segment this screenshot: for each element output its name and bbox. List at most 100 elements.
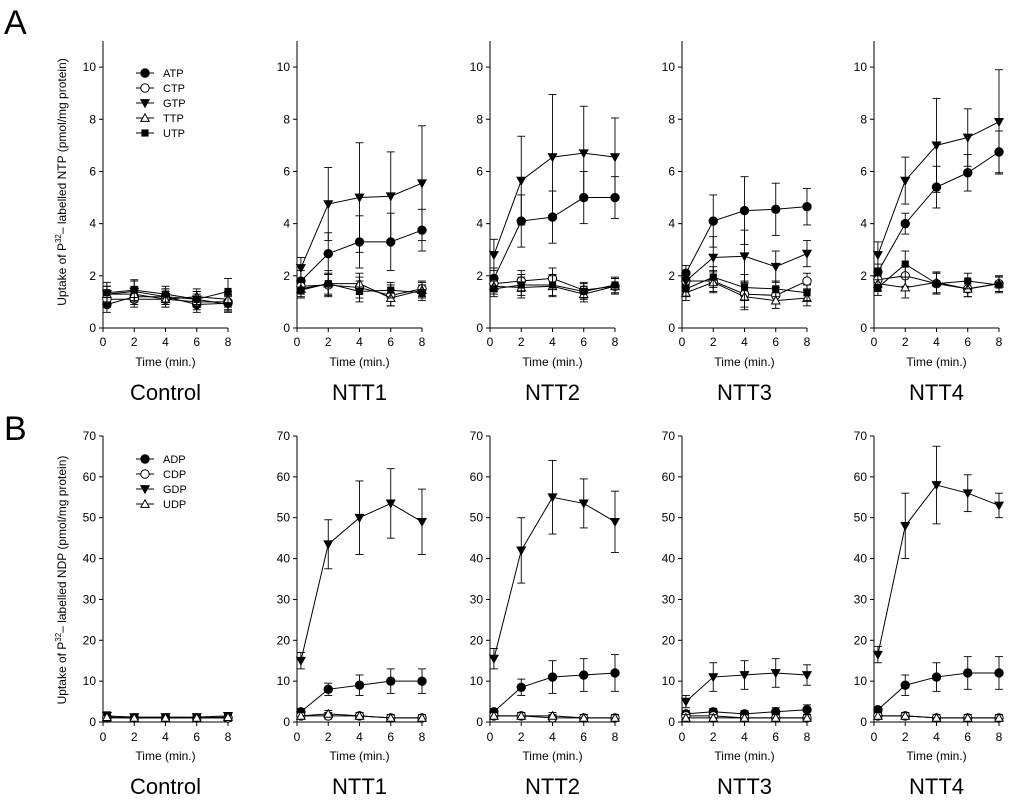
y-tick-label: 70 bbox=[470, 429, 484, 443]
data-point bbox=[354, 193, 365, 203]
data-point bbox=[708, 712, 719, 722]
x-tick-label: 2 bbox=[131, 335, 138, 349]
legend-marker bbox=[139, 498, 151, 508]
series-udp bbox=[101, 711, 234, 722]
data-point bbox=[222, 711, 234, 721]
legend-marker bbox=[140, 469, 150, 479]
series-line bbox=[493, 496, 616, 659]
data-point bbox=[323, 248, 333, 259]
x-tick-label: 4 bbox=[549, 730, 556, 744]
data-point bbox=[354, 680, 365, 690]
data-point bbox=[547, 153, 558, 163]
y-tick-label: 0 bbox=[860, 321, 867, 335]
data-point bbox=[739, 671, 750, 681]
data-point bbox=[417, 676, 427, 686]
y-tick-label: 40 bbox=[470, 552, 484, 566]
panel-a-ntt1: 0 2 4 6 8 10 0 2 4 6 8 Time (min.) NTT1 bbox=[277, 41, 428, 405]
x-axis-title: Time (min.) bbox=[906, 355, 966, 369]
x-tick-label: 8 bbox=[612, 335, 619, 349]
y-tick-label: 40 bbox=[277, 552, 291, 566]
x-tick-label: 2 bbox=[518, 730, 525, 744]
panel-title: NTT2 bbox=[525, 774, 580, 799]
series-line bbox=[493, 197, 615, 279]
data-point bbox=[802, 276, 812, 286]
y-tick-label: 10 bbox=[662, 60, 676, 74]
y-tick-label: 2 bbox=[283, 269, 290, 283]
data-point bbox=[580, 287, 588, 296]
panel-title: NTT3 bbox=[717, 380, 772, 405]
x-tick-label: 6 bbox=[387, 335, 394, 349]
data-point bbox=[772, 285, 780, 293]
y-tick-label: 4 bbox=[283, 217, 290, 231]
y-tick-label: 0 bbox=[476, 321, 483, 335]
data-point bbox=[355, 287, 364, 296]
x-tick-label: 0 bbox=[294, 335, 301, 349]
y-tick-label: 6 bbox=[668, 164, 675, 178]
data-point bbox=[770, 669, 781, 679]
data-point bbox=[963, 668, 973, 678]
legend-marker bbox=[140, 454, 150, 464]
y-tick-label: 50 bbox=[662, 511, 676, 525]
series-utp bbox=[296, 270, 426, 303]
y-tick-label: 20 bbox=[470, 633, 484, 647]
series-udp bbox=[872, 710, 1005, 722]
y-tick-label: 2 bbox=[668, 269, 675, 283]
x-tick-label: 0 bbox=[487, 730, 494, 744]
panel-title: NTT4 bbox=[909, 380, 964, 405]
data-point bbox=[516, 546, 527, 556]
data-point bbox=[547, 493, 558, 503]
y-tick-label: 10 bbox=[470, 674, 484, 688]
panel-b-ntt3: 0 10 20 30 40 50 60 70 0 2 4 6 8 Time (min.) NTT3 bbox=[662, 429, 813, 799]
data-point bbox=[963, 168, 973, 178]
data-point bbox=[295, 656, 306, 666]
data-point bbox=[130, 286, 138, 294]
series-atp bbox=[873, 130, 1004, 281]
data-point bbox=[161, 290, 170, 298]
data-point bbox=[993, 712, 1005, 722]
data-point bbox=[416, 712, 428, 722]
panel-title: Control bbox=[130, 380, 201, 405]
data-point bbox=[872, 251, 883, 261]
data-point bbox=[103, 289, 111, 297]
x-tick-label: 0 bbox=[100, 730, 107, 744]
y-tick-label: 8 bbox=[283, 112, 290, 126]
data-point bbox=[324, 280, 332, 288]
panel-a-ntt2: 0 2 4 6 8 10 0 2 4 6 8 Time (min.) NTT2 bbox=[470, 41, 621, 405]
y-tick-label: 10 bbox=[83, 60, 97, 74]
y-tick-label: 8 bbox=[89, 112, 96, 126]
data-point bbox=[385, 192, 396, 202]
data-point bbox=[708, 216, 718, 226]
data-point bbox=[803, 289, 811, 297]
data-point bbox=[354, 513, 365, 523]
data-point bbox=[323, 540, 334, 550]
data-point bbox=[900, 218, 910, 229]
data-point bbox=[770, 295, 781, 305]
x-tick-label: 8 bbox=[804, 730, 811, 744]
series-udp bbox=[488, 710, 621, 722]
data-point bbox=[802, 705, 812, 715]
x-tick-label: 0 bbox=[679, 730, 686, 744]
legend-label: ADP bbox=[163, 454, 186, 466]
x-tick-label: 8 bbox=[612, 730, 619, 744]
panel-b-control: 0 10 20 30 40 50 60 70 0 2 4 6 8 Time (min.) Control AD… bbox=[83, 429, 234, 799]
y-tick-label: 10 bbox=[277, 60, 291, 74]
data-point bbox=[610, 668, 620, 678]
panel-title: NTT4 bbox=[909, 774, 964, 799]
data-point bbox=[490, 285, 498, 293]
x-tick-label: 4 bbox=[356, 730, 363, 744]
y-tick-label: 8 bbox=[476, 112, 483, 126]
series-adp bbox=[489, 654, 620, 717]
y-tick-label: 4 bbox=[89, 217, 96, 231]
x-tick-label: 4 bbox=[933, 335, 940, 349]
data-point bbox=[323, 200, 334, 210]
data-point bbox=[297, 286, 305, 294]
data-point bbox=[516, 710, 527, 720]
data-point bbox=[739, 205, 750, 216]
data-point bbox=[680, 697, 691, 707]
series-line bbox=[877, 484, 1000, 655]
x-axis-title: Time (min.) bbox=[135, 355, 195, 369]
y-tick-label: 60 bbox=[83, 470, 97, 484]
data-point bbox=[578, 499, 589, 509]
legend-label: GTP bbox=[163, 98, 186, 110]
y-tick-label: 30 bbox=[854, 592, 868, 606]
